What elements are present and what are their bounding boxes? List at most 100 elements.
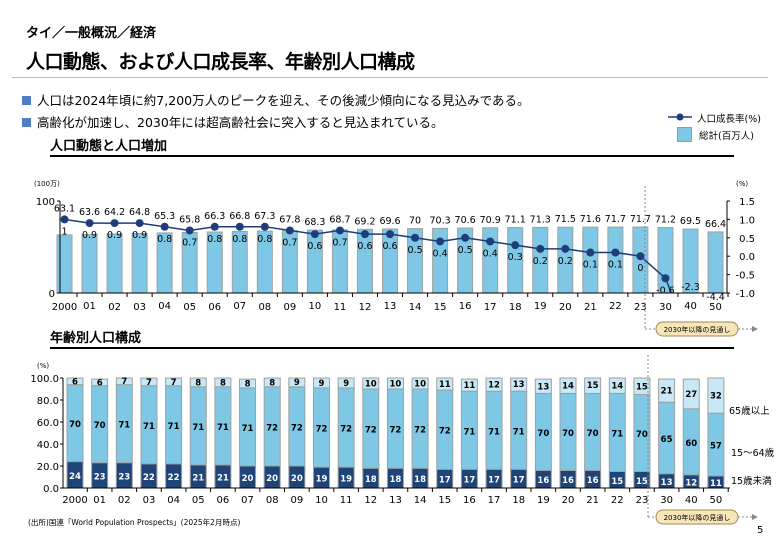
growth-rate-data-label: 0.3 (508, 252, 523, 263)
segment-data-label: 71 (242, 424, 254, 434)
segment-data-label: 71 (217, 423, 229, 433)
segment-data-label: 15 (611, 477, 623, 487)
x-axis-tick-label: 19 (537, 495, 550, 506)
growth-rate-point (586, 248, 595, 257)
x-axis-tick-label: 20 (562, 495, 575, 506)
x-axis-tick-label: 12 (359, 302, 372, 313)
growth-rate-data-label: 0.9 (82, 230, 97, 241)
growth-rate-data-label: 0.7 (332, 237, 347, 248)
segment-data-label: 18 (390, 475, 402, 485)
chart1-title: 人口動態と人口増加 (50, 139, 168, 154)
segment-data-label: 15 (636, 477, 648, 487)
stacked-bar-segment (559, 377, 577, 394)
growth-rate-data-label: 0.2 (533, 256, 548, 267)
segment-data-label: 70 (562, 429, 574, 439)
segment-data-label: 9 (319, 379, 325, 389)
growth-rate-point (235, 222, 244, 231)
growth-rate-point (536, 244, 545, 253)
left-axis-unit: (100万) (34, 180, 60, 188)
segment-data-label: 7 (146, 378, 152, 388)
x-axis-tick-label: 19 (534, 301, 547, 312)
y-axis-tick-label: 0.0 (43, 484, 59, 495)
segment-data-label: 23 (94, 472, 106, 482)
growth-rate-point (636, 252, 645, 261)
segment-data-label: 8 (269, 378, 275, 388)
segment-data-label: 70 (636, 430, 648, 440)
segment-data-label: 71 (463, 427, 475, 437)
left-axis-tick-label: 0 (49, 289, 55, 300)
population-data-label: 66.8 (229, 211, 250, 222)
segment-data-label: 23 (118, 472, 130, 482)
segment-data-label: 71 (611, 429, 623, 439)
population-bar (131, 232, 148, 294)
growth-rate-data-label: 0.8 (207, 234, 222, 245)
growth-rate-point (160, 222, 169, 231)
stacked-bar-segment (313, 377, 330, 389)
population-data-label: 69.2 (354, 216, 375, 227)
x-axis-tick-label: 14 (414, 495, 427, 506)
segment-data-label: 72 (365, 426, 377, 436)
series-label-under-15: 15歳未満 (731, 475, 772, 487)
stacked-bar-segment (140, 377, 158, 387)
segment-data-label: 22 (143, 473, 155, 483)
population-data-label: 68.7 (329, 214, 350, 225)
stacked-bar-segment (165, 377, 183, 387)
growth-rate-point (260, 222, 269, 231)
x-axis-tick-label: 21 (584, 302, 597, 313)
x-axis-tick-label: 04 (158, 301, 171, 312)
x-axis-tick-label: 2000 (62, 495, 87, 506)
growth-rate-point (436, 237, 445, 246)
segment-data-label: 14 (611, 382, 623, 392)
x-axis-tick-label: 14 (409, 302, 422, 313)
stacked-bar-segment (510, 377, 528, 392)
growth-rate-point (110, 219, 119, 228)
growth-rate-point (511, 241, 520, 250)
segment-data-label: 10 (414, 380, 426, 390)
population-data-label: 71.6 (580, 214, 601, 225)
x-axis-tick-label: 22 (611, 495, 624, 506)
segment-data-label: 14 (562, 382, 574, 392)
growth-rate-data-label: 0.9 (132, 230, 147, 241)
segment-data-label: 18 (365, 475, 377, 485)
segment-data-label: 8 (245, 380, 251, 390)
segment-data-label: 13 (661, 478, 673, 488)
stacked-bar-segment (633, 377, 651, 395)
x-axis-tick-label: 03 (143, 495, 156, 506)
x-axis-tick-label: 11 (334, 302, 347, 313)
growth-rate-data-label: 1 (61, 226, 67, 237)
growth-rate-data-label: 0.2 (558, 256, 573, 267)
segment-data-label: 71 (118, 421, 130, 431)
growth-rate-data-label: 0.6 (307, 241, 322, 252)
population-data-label: 70.3 (430, 215, 451, 226)
segment-data-label: 72 (390, 426, 402, 436)
segment-data-label: 7 (171, 378, 177, 388)
x-axis-tick-label: 01 (93, 495, 106, 506)
bullet-square-icon (22, 118, 31, 127)
population-bar (382, 228, 399, 294)
x-axis-tick-label: 06 (217, 495, 230, 506)
population-data-label: 68.3 (304, 217, 325, 228)
y-axis-tick-label: 60.0 (37, 418, 59, 429)
stacked-bar-segment (658, 378, 676, 403)
x-axis-tick-label: 22 (609, 301, 622, 312)
segment-data-label: 11 (463, 381, 475, 391)
growth-rate-data-label: 0 (637, 263, 643, 274)
legend-label: 人口成長率(%) (697, 114, 761, 125)
x-axis-tick-label: 16 (459, 301, 472, 312)
segment-data-label: 71 (168, 422, 180, 432)
chart2-arrow-icon (752, 514, 758, 520)
growth-rate-data-label: 0.8 (232, 234, 247, 245)
segment-data-label: 15 (636, 382, 648, 392)
segment-data-label: 20 (291, 474, 303, 484)
population-data-label: 70.6 (455, 215, 476, 226)
legend-item-total: 総計(百万人) (677, 127, 754, 142)
segment-data-label: 72 (291, 423, 303, 433)
stacked-bar-segment (239, 378, 257, 389)
segment-data-label: 72 (414, 426, 426, 436)
segment-data-label: 8 (195, 378, 201, 388)
population-data-label: 71.1 (505, 215, 526, 226)
growth-rate-data-label: 0.1 (583, 260, 598, 271)
growth-rate-data-label: 0.5 (458, 245, 473, 256)
segment-data-label: 11 (439, 380, 451, 390)
